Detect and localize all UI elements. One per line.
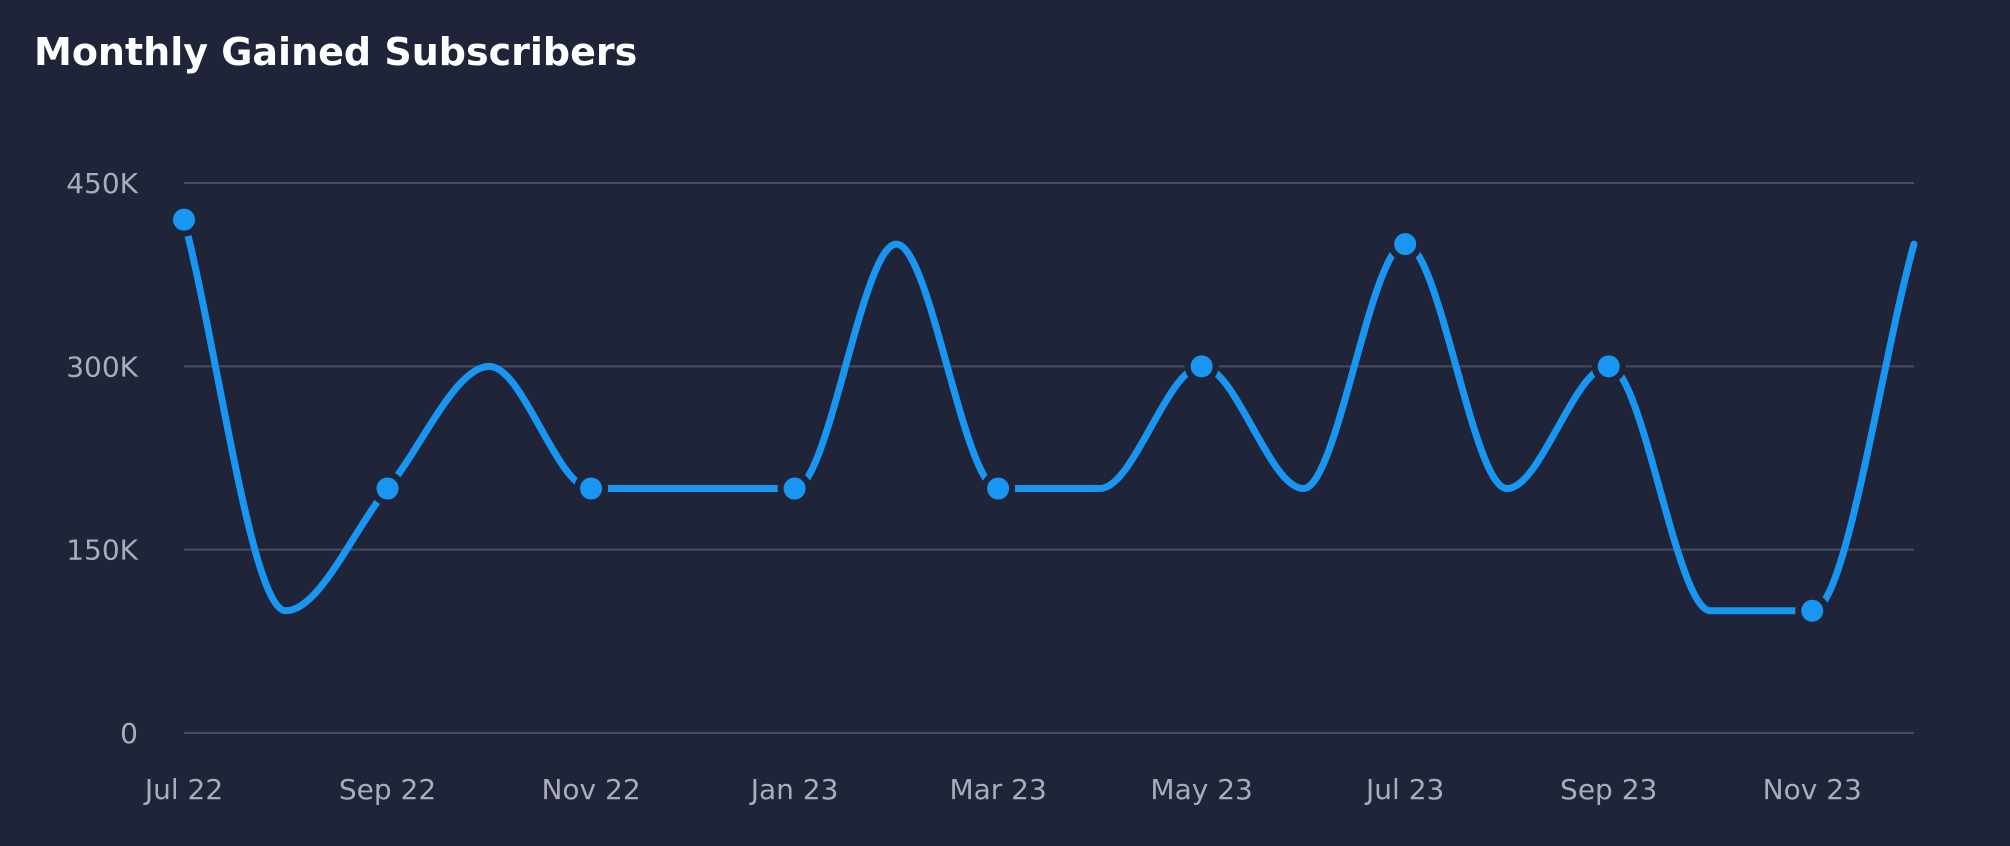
y-tick-label: 150K [66, 534, 138, 567]
data-point[interactable] [981, 471, 1016, 506]
x-tick-label: Jan 23 [749, 773, 839, 806]
data-point[interactable] [1388, 227, 1423, 262]
marker-layer [167, 202, 1830, 628]
series-layer [180, 216, 1918, 615]
data-point[interactable] [1591, 349, 1626, 384]
data-point[interactable] [370, 471, 405, 506]
chart-title: Monthly Gained Subscribers [34, 30, 638, 74]
y-axis: 0 150K 300K 450K [66, 167, 138, 750]
y-tick-label: 300K [66, 350, 138, 383]
x-tick-label: Sep 22 [339, 773, 436, 806]
data-point[interactable] [574, 471, 609, 506]
data-point[interactable] [1184, 349, 1219, 384]
y-tick-label: 0 [120, 717, 138, 750]
x-tick-label: Mar 23 [949, 773, 1046, 806]
x-tick-label: Jul 23 [1364, 773, 1444, 806]
data-point[interactable] [777, 471, 812, 506]
x-tick-label: Sep 23 [1560, 773, 1657, 806]
data-point[interactable] [1795, 593, 1830, 628]
x-tick-label: Nov 22 [541, 773, 640, 806]
series-line [180, 216, 1918, 615]
x-tick-label: Nov 23 [1763, 773, 1862, 806]
x-tick-label: Jul 22 [143, 773, 223, 806]
data-point[interactable] [167, 202, 201, 237]
x-tick-label: May 23 [1150, 773, 1252, 806]
x-axis: Jul 22 Sep 22 Nov 22 Jan 23 Mar 23 May 23 Jul … [143, 773, 1862, 806]
y-tick-label: 450K [66, 167, 138, 200]
